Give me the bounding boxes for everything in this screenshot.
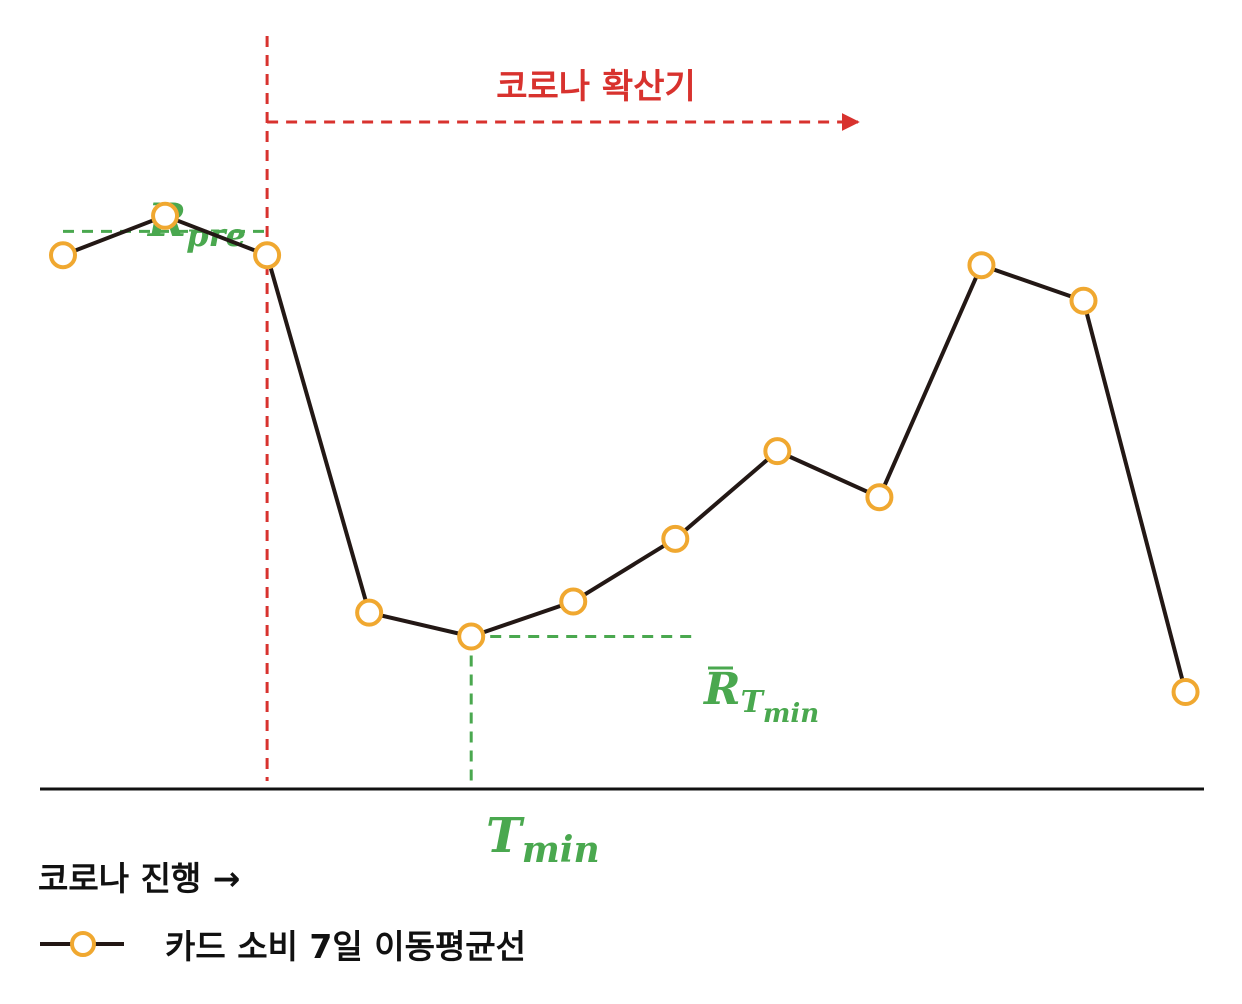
legend-label: 카드 소비 7일 이동평균선: [165, 927, 526, 966]
series-line: [62, 213, 1188, 693]
data-point-5: [457, 622, 486, 651]
data-point-11: [1069, 286, 1098, 315]
legend: 카드 소비 7일 이동평균선: [40, 927, 526, 966]
data-point-3: [253, 241, 282, 270]
t-min-label: Tmin: [486, 808, 600, 871]
x-axis-label: 코로나 진행 →: [38, 859, 240, 898]
t-min-base: T: [486, 808, 525, 864]
r-tmin-sub-sub: min: [763, 699, 819, 729]
series-points: [49, 201, 1200, 706]
data-point-6: [559, 587, 588, 616]
r-tmin-sub-base: T: [741, 685, 766, 720]
data-point-4: [355, 598, 384, 627]
r-tmin-base: R: [702, 664, 741, 715]
data-point-9: [865, 483, 894, 512]
legend-marker-swatch: [70, 931, 96, 957]
t-min-sub: min: [522, 829, 600, 871]
data-point-7: [661, 524, 690, 553]
data-point-8: [763, 437, 792, 466]
r-tmin-label: RTmin: [702, 664, 819, 729]
data-point-2: [151, 201, 180, 230]
spread-period-label: 코로나 확산기: [496, 67, 696, 107]
data-point-1: [49, 241, 77, 270]
data-point-10: [967, 251, 996, 280]
data-point-12: [1171, 678, 1200, 706]
